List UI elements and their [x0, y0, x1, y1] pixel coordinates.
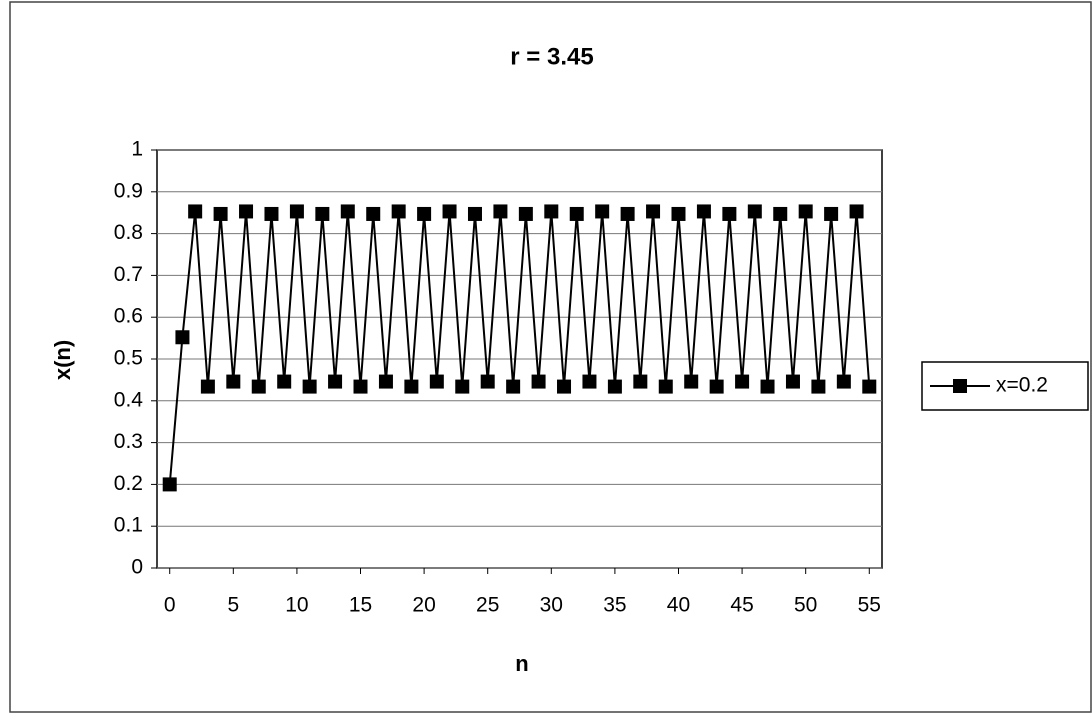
- data-point: [188, 204, 203, 219]
- y-tick-label: 0.1: [114, 514, 143, 537]
- series-line: [168, 211, 871, 485]
- data-point: [226, 374, 241, 389]
- y-tick-label: 1: [131, 138, 143, 161]
- data-point: [251, 379, 266, 394]
- y-axis-title: x(n): [50, 340, 75, 380]
- data-point: [735, 374, 750, 389]
- data-point: [353, 379, 368, 394]
- data-point: [289, 204, 304, 219]
- data-point: [200, 379, 215, 394]
- data-point: [633, 374, 648, 389]
- x-tick-label: 15: [349, 594, 372, 617]
- data-point: [849, 204, 864, 219]
- x-tick-label: 30: [540, 594, 563, 617]
- data-point: [162, 477, 177, 492]
- data-point: [760, 379, 775, 394]
- data-point: [328, 374, 343, 389]
- data-point: [658, 379, 673, 394]
- data-point: [467, 206, 482, 221]
- x-tick-label: 25: [476, 594, 499, 617]
- data-point: [557, 379, 572, 394]
- x-tick-label: 35: [603, 594, 626, 617]
- x-tick-label: 40: [667, 594, 690, 617]
- x-tick-label: 0: [164, 594, 176, 617]
- data-point: [836, 374, 851, 389]
- data-point: [506, 379, 521, 394]
- data-point: [544, 204, 559, 219]
- y-tick-label: 0.9: [114, 179, 143, 202]
- data-point: [798, 204, 813, 219]
- x-tick-label: 50: [794, 594, 817, 617]
- data-point: [378, 374, 393, 389]
- chart-title: r = 3.45: [510, 43, 593, 70]
- data-point: [862, 379, 877, 394]
- data-point: [480, 374, 495, 389]
- data-point: [696, 204, 711, 219]
- y-tick-label: 0.5: [114, 347, 143, 370]
- y-tick-label: 0: [131, 556, 143, 579]
- data-point: [340, 204, 355, 219]
- data-point: [264, 206, 279, 221]
- data-point: [773, 206, 788, 221]
- x-tick-label: 20: [412, 594, 435, 617]
- y-tick-label: 0.8: [114, 221, 143, 244]
- x-tick-label: 55: [858, 594, 881, 617]
- data-point: [404, 379, 419, 394]
- data-point: [455, 379, 470, 394]
- data-point: [531, 374, 546, 389]
- data-point: [595, 204, 610, 219]
- data-point: [429, 374, 444, 389]
- data-point: [722, 206, 737, 221]
- data-point: [684, 374, 699, 389]
- data-point: [315, 206, 330, 221]
- data-point: [569, 206, 584, 221]
- data-point: [607, 379, 622, 394]
- y-tick-label: 0.2: [114, 472, 143, 495]
- data-point: [417, 206, 432, 221]
- x-tick-label: 45: [730, 594, 753, 617]
- data-point: [213, 206, 228, 221]
- x-axis-title: n: [515, 651, 528, 676]
- data-point: [709, 379, 724, 394]
- data-point: [747, 204, 762, 219]
- data-point: [811, 379, 826, 394]
- y-tick-label: 0.7: [114, 263, 143, 286]
- y-tick-label: 0.6: [114, 305, 143, 328]
- data-point: [582, 374, 597, 389]
- data-point: [646, 204, 661, 219]
- data-point: [302, 379, 317, 394]
- data-point: [239, 204, 254, 219]
- data-point: [620, 206, 635, 221]
- x-tick-label: 5: [227, 594, 239, 617]
- legend-label: x=0.2: [996, 374, 1048, 397]
- data-point: [785, 374, 800, 389]
- data-point: [366, 206, 381, 221]
- y-tick-label: 0.3: [114, 430, 143, 453]
- data-point: [175, 330, 190, 345]
- data-point: [493, 204, 508, 219]
- data-point: [824, 206, 839, 221]
- legend-marker: [953, 379, 967, 393]
- data-point: [671, 206, 686, 221]
- data-point: [277, 374, 292, 389]
- y-tick-label: 0.4: [114, 388, 144, 411]
- x-tick-label: 10: [285, 594, 308, 617]
- data-point: [518, 206, 533, 221]
- data-point: [391, 204, 406, 219]
- data-point: [442, 204, 457, 219]
